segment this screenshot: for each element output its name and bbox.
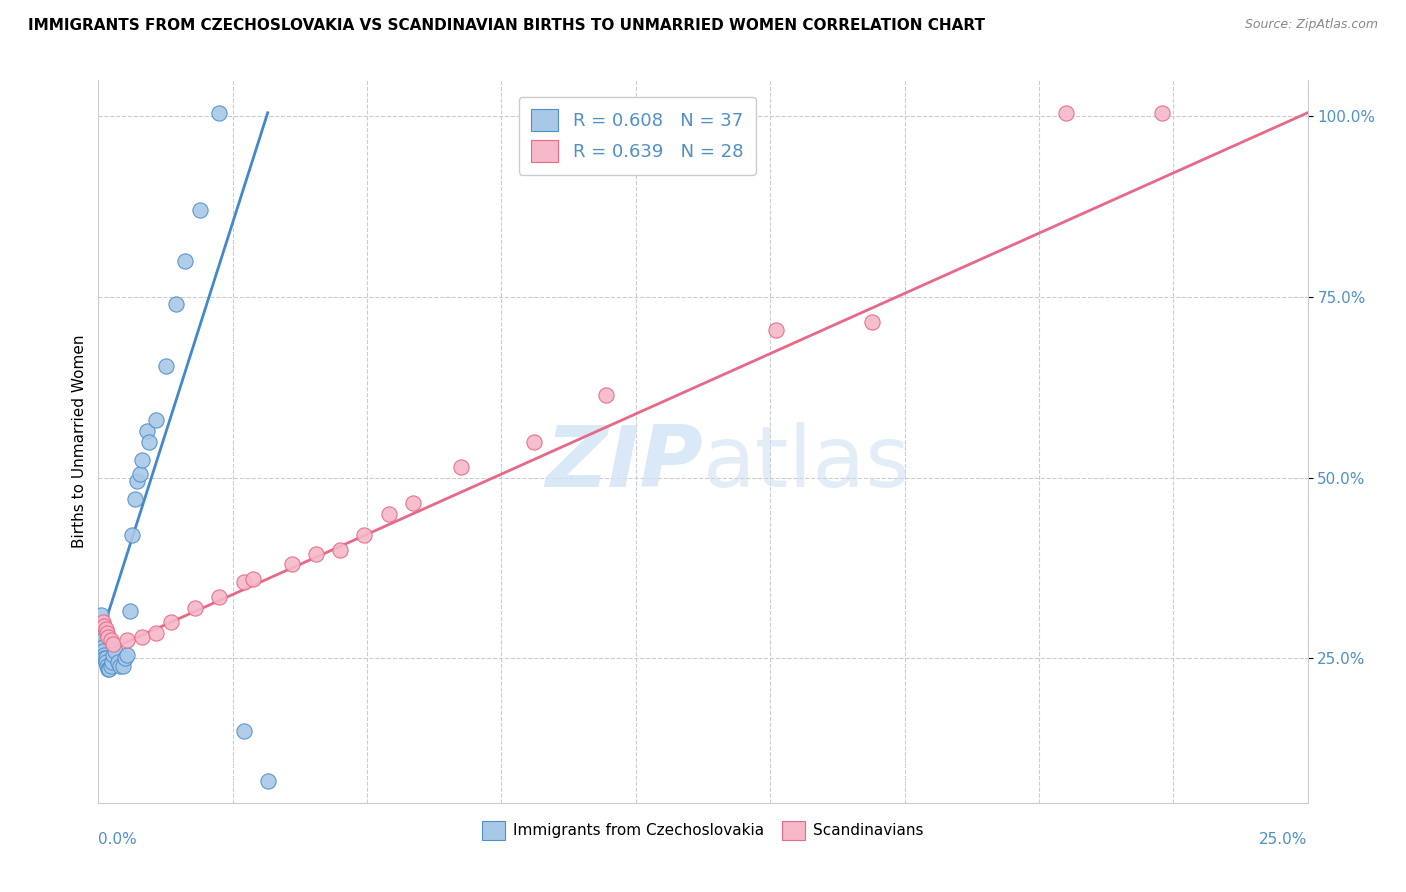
Point (104, 644, 127, 658)
Point (1152, 105, 1174, 120)
Point (118, 604, 141, 618)
Point (765, 322, 787, 336)
Point (174, 253, 197, 268)
Point (127, 475, 149, 489)
Point (100, 633, 122, 648)
Point (124, 492, 146, 507)
Point (101, 655, 124, 669)
Point (98, 662, 121, 676)
Point (450, 459, 472, 474)
Point (96, 626, 118, 640)
Point (117, 648, 139, 662)
Point (111, 658, 134, 673)
Point (91, 644, 114, 658)
Point (101, 637, 124, 651)
Point (329, 542, 352, 557)
Point (91, 633, 114, 648)
Point (117, 633, 139, 648)
Point (256, 774, 278, 789)
Text: Source: ZipAtlas.com: Source: ZipAtlas.com (1244, 18, 1378, 31)
Point (114, 651, 136, 665)
Point (523, 434, 546, 449)
Point (145, 413, 167, 427)
Text: IMMIGRANTS FROM CZECHOSLOVAKIA VS SCANDINAVIAN BIRTHS TO UNMARRIED WOMEN CORRELA: IMMIGRANTS FROM CZECHOSLOVAKIA VS SCANDI… (28, 18, 986, 33)
Point (94, 651, 117, 665)
Point (131, 452, 153, 467)
Point (1054, 105, 1077, 120)
Point (208, 105, 231, 120)
Point (94, 623, 117, 637)
Point (232, 723, 254, 738)
Point (101, 648, 124, 662)
Point (188, 203, 211, 218)
Point (121, 528, 143, 542)
Point (96, 658, 118, 673)
Point (165, 297, 187, 311)
Point (860, 315, 883, 329)
Point (100, 658, 122, 673)
Point (242, 572, 264, 586)
Point (595, 387, 617, 401)
Point (160, 615, 183, 630)
Point (281, 558, 304, 572)
Y-axis label: Births to Unmarried Women: Births to Unmarried Women (72, 334, 87, 549)
Point (108, 658, 131, 673)
Point (402, 496, 425, 510)
Point (138, 434, 160, 449)
Point (93, 648, 115, 662)
Text: 0.0%: 0.0% (98, 831, 138, 847)
Point (97, 662, 120, 676)
Legend: Immigrants from Czechoslovakia, Scandinavians: Immigrants from Czechoslovakia, Scandina… (477, 815, 929, 846)
Point (135, 424, 157, 438)
Point (184, 600, 207, 615)
Point (232, 575, 254, 590)
Point (107, 655, 129, 669)
Point (93, 619, 115, 633)
Point (208, 590, 231, 604)
Text: atlas: atlas (703, 422, 911, 505)
Point (131, 630, 153, 644)
Text: 25.0%: 25.0% (1260, 831, 1308, 847)
Point (97, 630, 120, 644)
Point (90, 607, 112, 622)
Point (155, 359, 177, 373)
Point (377, 507, 399, 521)
Point (305, 547, 328, 561)
Point (145, 626, 167, 640)
Point (91, 640, 114, 655)
Point (128, 467, 150, 481)
Point (91, 615, 114, 630)
Text: ZIP: ZIP (546, 422, 703, 505)
Point (94, 655, 117, 669)
Point (353, 528, 375, 542)
Point (93, 651, 115, 665)
Point (91, 623, 114, 637)
